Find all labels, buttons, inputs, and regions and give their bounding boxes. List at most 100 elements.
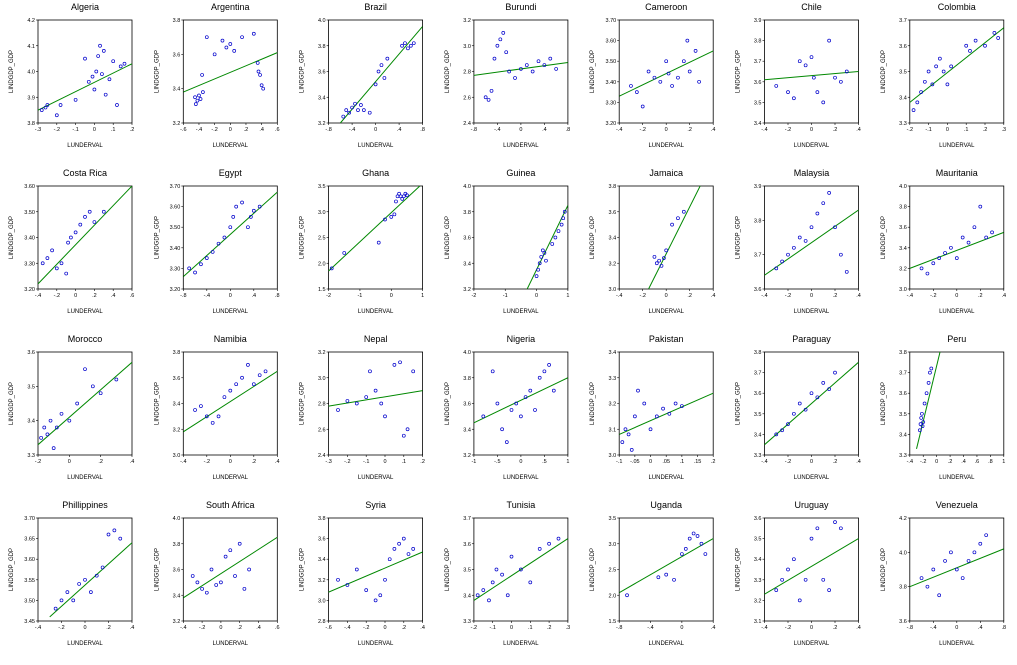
data-point: [915, 100, 920, 105]
plot-frame: [37, 19, 133, 124]
y-tick-label: 3.50: [24, 598, 35, 604]
y-tick-label: 3.0: [173, 453, 181, 459]
y-tick-label: 3.4: [754, 121, 762, 127]
x-tick-label: .4: [711, 293, 716, 299]
data-point: [699, 541, 704, 546]
data-point: [383, 217, 387, 222]
y-tick-label: 3.4: [463, 427, 471, 433]
x-tick-label: -.2: [639, 127, 645, 133]
data-point: [697, 79, 701, 84]
x-axis-label: LUNDERVAL: [213, 309, 249, 315]
data-point: [839, 79, 843, 84]
data-point: [257, 373, 262, 378]
data-point: [378, 593, 383, 598]
data-point: [101, 209, 106, 214]
y-axis-label: LINDGDP_GDP: [445, 216, 451, 259]
data-point: [937, 593, 942, 598]
data-point: [487, 598, 491, 603]
x-axis-label: LUNDERVAL: [939, 309, 975, 315]
data-point: [626, 432, 631, 437]
y-tick-label: 1.5: [609, 619, 617, 625]
data-point: [359, 103, 363, 107]
data-point: [561, 216, 566, 221]
data-point: [204, 590, 209, 595]
y-tick-label: 3.65: [24, 537, 35, 543]
y-axis-label: LINDGDP_GDP: [9, 216, 15, 259]
x-tick-label: -.3: [325, 459, 331, 465]
y-tick-label: 3.4: [609, 350, 617, 356]
data-point: [687, 69, 692, 74]
data-point: [257, 204, 262, 209]
data-point: [673, 401, 678, 406]
data-point: [190, 574, 195, 578]
x-axis-label: LUNDERVAL: [213, 475, 249, 481]
x-tick-label: .2: [687, 127, 692, 133]
data-point: [681, 59, 686, 64]
x-axis-label: LUNDERVAL: [648, 641, 684, 647]
data-point: [547, 363, 551, 367]
data-point: [382, 76, 387, 80]
data-point: [210, 420, 215, 425]
data-point: [623, 427, 628, 432]
data-point: [786, 422, 790, 426]
x-tick-label: -.2: [54, 127, 60, 133]
data-point: [821, 100, 826, 105]
data-point: [528, 388, 533, 393]
data-point: [972, 225, 977, 230]
data-point: [240, 35, 244, 40]
y-tick-label: 3.8: [27, 121, 35, 127]
chart-title: Ghana: [362, 168, 389, 178]
y-tick-label: 3.0: [609, 287, 617, 293]
data-point: [507, 69, 511, 74]
data-point: [100, 565, 105, 570]
scatter-panel-morocco: Morocco -.2 0 .2 .4 3.3 3.4 3.5 3.6 LUNDERVAL LIND…: [9, 334, 134, 481]
data-point: [523, 395, 528, 399]
data-point: [94, 573, 99, 578]
scatter-panel-guinea: Guinea -2 -1 0 1 3.2 3.4 3.6 3.8 4.0 LUNDERVAL LIND…: [445, 168, 570, 315]
x-tick-label: 0: [229, 127, 232, 133]
y-tick-label: 3.6: [318, 537, 326, 543]
plot-frame: [764, 19, 859, 124]
data-point: [949, 245, 953, 250]
data-point: [774, 266, 779, 271]
x-tick-label: -.6: [325, 625, 331, 631]
scatter-panel-mauritania: Mauritania -.4 -.2 0 .2 .4 3.0 3.2 3.4 3.6 3.8 4.0 L…: [881, 168, 1006, 315]
data-point: [118, 536, 123, 541]
y-axis-label: LINDGDP_GDP: [590, 548, 596, 591]
chart-title: Syria: [365, 500, 386, 510]
y-tick-label: 3.6: [609, 210, 617, 216]
x-tick-label: -1: [503, 293, 508, 299]
x-tick-label: .4: [711, 625, 716, 631]
data-point: [83, 577, 87, 582]
data-point: [926, 69, 931, 74]
x-tick-label: .4: [856, 459, 861, 465]
data-point: [786, 252, 790, 257]
data-point: [66, 240, 70, 245]
data-point: [259, 83, 264, 88]
y-tick-label: 3.5: [899, 70, 907, 76]
data-point: [193, 95, 197, 100]
y-tick-label: 3.6: [27, 350, 35, 356]
data-point: [220, 38, 225, 43]
y-tick-label: 3.50: [24, 210, 35, 216]
scatter-panel-namibia: Namibia -.4 -.2 0 .2 .4 3.0 3.2 3.4 3.6 3.8 LUNDERV…: [154, 334, 279, 481]
x-tick-label: -.4: [196, 127, 202, 133]
data-point: [216, 414, 221, 419]
data-point: [537, 261, 542, 266]
data-point: [548, 56, 553, 61]
data-point: [54, 266, 59, 271]
x-tick-label: 0: [374, 127, 377, 133]
chart-title: South Africa: [206, 500, 255, 510]
data-point: [774, 84, 779, 88]
x-tick-label: -.2: [363, 625, 369, 631]
x-tick-label: .2: [252, 459, 257, 465]
data-point: [918, 422, 923, 426]
data-point: [77, 582, 81, 586]
data-point: [536, 267, 540, 272]
data-point: [42, 425, 47, 430]
data-point: [509, 408, 514, 412]
fit-line: [764, 538, 859, 595]
x-tick-label: .4: [1002, 293, 1007, 299]
y-axis-label: LINDGDP_GDP: [9, 382, 15, 425]
